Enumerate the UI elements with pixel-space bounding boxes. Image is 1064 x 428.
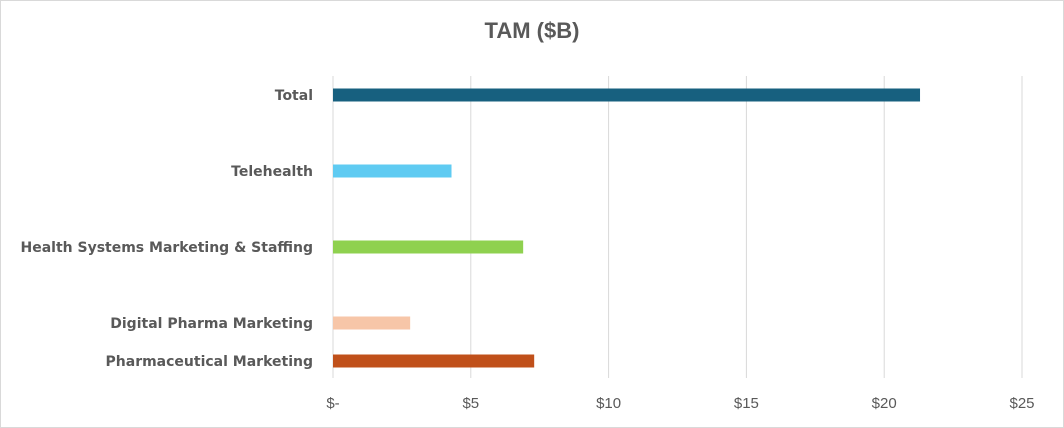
bar bbox=[333, 316, 411, 330]
x-tick-label: $20 bbox=[872, 395, 897, 412]
x-tick-label: $- bbox=[326, 395, 339, 412]
category-label: Health Systems Marketing & Staffing bbox=[21, 240, 314, 256]
bar bbox=[333, 240, 524, 254]
x-tick-label: $10 bbox=[596, 395, 621, 412]
bar bbox=[333, 354, 535, 368]
bar bbox=[333, 164, 452, 178]
category-labels: Total Telehealth Health Systems Marketing … bbox=[21, 88, 314, 370]
category-label: Telehealth bbox=[231, 164, 313, 180]
x-tick-label: $15 bbox=[734, 395, 759, 412]
bars bbox=[333, 88, 921, 368]
x-axis-ticks: $- $5 $10 $15 $20 $25 bbox=[326, 395, 1034, 412]
category-label: Pharmaceutical Marketing bbox=[106, 354, 313, 370]
category-label: Total bbox=[275, 88, 313, 104]
chart-title: TAM ($B) bbox=[484, 18, 580, 43]
gridlines bbox=[332, 76, 1023, 378]
category-label: Digital Pharma Marketing bbox=[110, 316, 313, 332]
x-tick-label: $25 bbox=[1009, 395, 1034, 412]
x-tick-label: $5 bbox=[462, 395, 479, 412]
bar bbox=[333, 88, 921, 102]
